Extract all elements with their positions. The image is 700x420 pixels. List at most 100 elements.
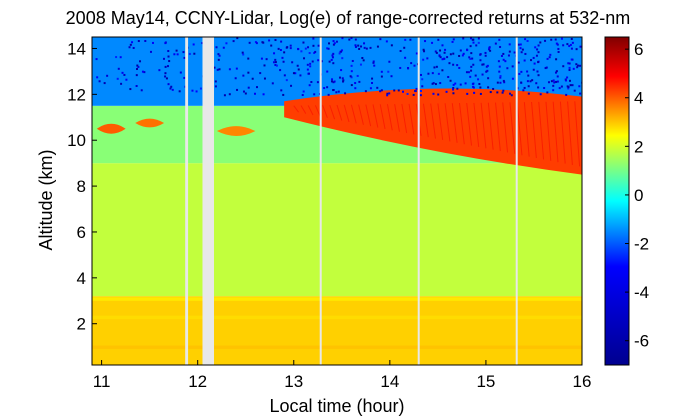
colorbar-tick-label: 2 (634, 137, 643, 156)
noise-speck (503, 81, 506, 84)
noise-speck (201, 42, 204, 45)
noise-speck (498, 70, 501, 73)
noise-speck (444, 48, 447, 51)
noise-speck (331, 78, 334, 81)
noise-speck (332, 81, 335, 84)
noise-speck (510, 94, 513, 97)
noise-speck (274, 39, 277, 42)
noise-speck (271, 82, 274, 85)
noise-speck (341, 37, 344, 40)
noise-speck (218, 54, 221, 57)
y-tick-label: 4 (77, 269, 86, 288)
noise-speck (404, 38, 407, 41)
noise-speck (139, 60, 142, 63)
x-tick-label: 15 (476, 372, 495, 391)
noise-speck (568, 66, 571, 69)
noise-speck (524, 52, 527, 55)
x-tick-label: 14 (380, 372, 399, 391)
noise-speck (568, 69, 571, 72)
noise-speck (420, 73, 423, 76)
cloud-streak (473, 102, 480, 147)
cirrus-cloud-layer (96, 88, 582, 175)
noise-speck (283, 74, 286, 77)
noise-speck (335, 91, 338, 94)
noise-speck (169, 87, 172, 90)
noise-speck (242, 53, 245, 56)
noise-speck (117, 67, 120, 70)
noise-speck (523, 59, 526, 62)
noise-speck (173, 53, 176, 56)
noise-speck (390, 75, 393, 78)
noise-speck (171, 88, 174, 91)
noise-speck (434, 83, 437, 86)
noise-speck (518, 72, 521, 75)
noise-speck (432, 82, 435, 85)
data-gaps (185, 37, 518, 365)
noise-speck (527, 85, 530, 88)
noise-speck (103, 82, 106, 85)
noise-speck (337, 90, 340, 93)
noise-speck (522, 89, 525, 92)
noise-speck (517, 43, 520, 46)
noise-speck (527, 74, 530, 77)
cloud-streak (574, 101, 581, 167)
noise-speck (385, 40, 388, 43)
noise-speck (371, 77, 374, 80)
noise-speck (214, 85, 217, 88)
noise-speck (567, 86, 570, 89)
noise-speck (176, 53, 179, 56)
noise-speck (129, 88, 132, 91)
noise-speck (461, 54, 464, 57)
noise-speck (421, 78, 424, 81)
noise-speck (166, 65, 169, 68)
noise-speck (488, 46, 491, 49)
noise-speck (272, 61, 275, 64)
noise-speck (340, 69, 343, 72)
noise-speck (251, 77, 254, 80)
noise-speck (502, 52, 505, 55)
colorbar-tick-label: 0 (634, 186, 643, 205)
noise-speck (502, 89, 505, 92)
noise-speck (358, 47, 361, 50)
cloud-streak (329, 104, 336, 120)
noise-speck (371, 81, 374, 84)
noise-speck (496, 91, 499, 94)
noise-speck (402, 90, 405, 93)
noise-speck (521, 48, 524, 51)
noise-speck (555, 70, 558, 73)
noise-speck (275, 64, 278, 67)
noise-speck (439, 49, 442, 52)
noise-speck (539, 41, 542, 44)
colorbar-tick-label: -6 (634, 332, 649, 351)
noise-speck (372, 60, 375, 63)
cirrus-cloud (135, 118, 165, 128)
noise-speck (575, 63, 578, 66)
noise-speck (537, 74, 540, 77)
noise-speck (462, 52, 465, 55)
noise-speck (289, 47, 292, 50)
noise-speck (547, 81, 550, 84)
noise-speck (129, 43, 132, 46)
y-tick-label: 10 (67, 131, 86, 150)
noise-speck (545, 66, 548, 69)
noise-speck (544, 39, 547, 42)
noise-speck (570, 58, 573, 61)
noise-speck (313, 51, 316, 54)
noise-speck (311, 60, 314, 63)
noise-speck (489, 91, 492, 94)
noise-speck (422, 48, 425, 51)
noise-speck (332, 62, 335, 65)
layer-free-troposphere (92, 163, 582, 297)
noise-speck (332, 52, 335, 55)
noise-speck (328, 42, 331, 45)
noise-speck (474, 74, 477, 77)
noise-speck (356, 74, 359, 77)
noise-speck (413, 64, 416, 67)
noise-speck (178, 90, 181, 93)
noise-speck (312, 44, 315, 47)
noise-speck (167, 55, 170, 58)
plot-area (92, 37, 582, 365)
noise-speck (557, 50, 560, 53)
noise-speck (579, 64, 582, 67)
cloud-streak (451, 103, 458, 143)
